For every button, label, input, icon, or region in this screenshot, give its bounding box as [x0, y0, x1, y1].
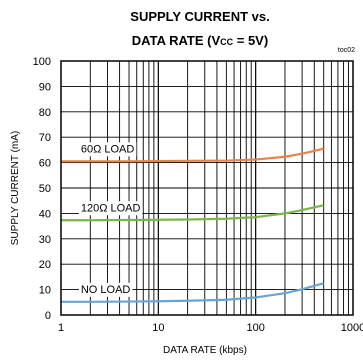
series-label-bg-2	[78, 282, 133, 297]
x-tick-label: 10	[152, 322, 164, 334]
chart-title-line2-pre: DATA RATE (V	[132, 33, 221, 48]
chart-title-line2: DATA RATE (VCC = 5V)	[132, 33, 268, 48]
series-labels: 60Ω LOAD 120Ω LOAD NO LOAD	[78, 142, 143, 297]
series-label-2: NO LOAD	[81, 284, 131, 296]
x-tick-label: 1000	[341, 322, 363, 334]
chart-tag: toc02	[338, 47, 355, 54]
grid-major-lines	[61, 61, 353, 315]
x-axis-label: DATA RATE (kbps)	[163, 345, 247, 356]
x-tick-labels: 1 10 100 1000	[58, 322, 363, 334]
chart-title-line2-sub: CC	[220, 37, 233, 47]
y-tick-label: 10	[39, 285, 51, 297]
y-tick-label: 0	[45, 310, 51, 322]
y-tick-label: 60	[39, 158, 51, 170]
series-label-0: 60Ω LOAD	[81, 143, 135, 155]
series-label-bg-0	[78, 142, 137, 157]
y-tick-label: 90	[39, 81, 51, 93]
series-line-1	[61, 204, 324, 222]
plot-frame	[60, 60, 354, 316]
x-tick-label: 1	[58, 322, 64, 334]
series-line-2	[61, 282, 324, 303]
y-tick-label: 30	[39, 234, 51, 246]
chart-title-line1: SUPPLY CURRENT vs.	[130, 9, 269, 24]
y-axis-label: SUPPLY CURRENT (mA)	[10, 131, 21, 245]
series-line-0	[61, 147, 324, 163]
y-tick-label: 40	[39, 208, 51, 220]
series-label-bg-1	[78, 201, 143, 216]
y-tick-label: 50	[39, 183, 51, 195]
y-tick-label: 80	[39, 107, 51, 119]
series-lines	[61, 147, 324, 303]
series-label-1: 120Ω LOAD	[81, 202, 141, 214]
y-tick-label: 70	[39, 132, 51, 144]
chart-title-line2-post: = 5V)	[233, 33, 268, 48]
x-tick-label: 100	[246, 322, 264, 334]
y-tick-label: 100	[33, 56, 51, 68]
y-tick-labels: 0 10 20 30 40 50 60 70 80 90 100	[33, 56, 51, 322]
y-tick-label: 20	[39, 259, 51, 271]
